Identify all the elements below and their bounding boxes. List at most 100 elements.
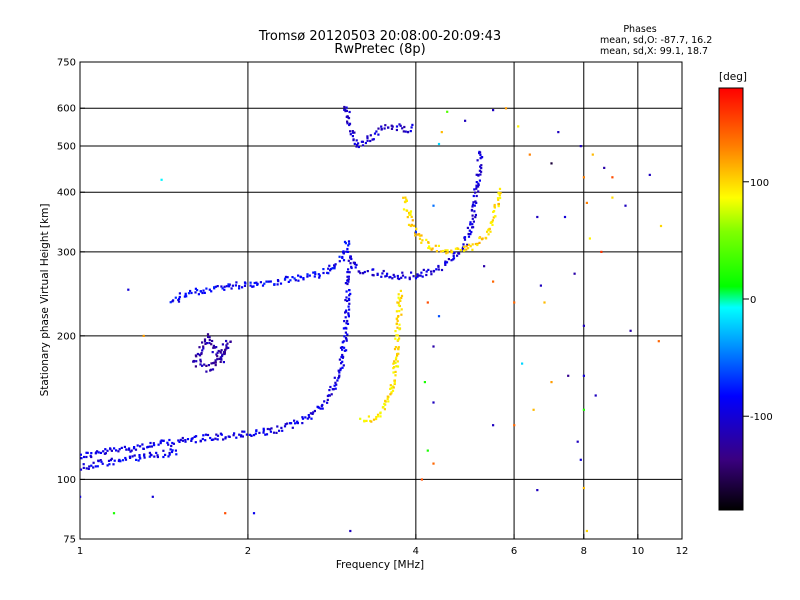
data-point	[528, 153, 531, 156]
y-tick-label: 75	[63, 535, 76, 546]
data-point	[479, 173, 482, 176]
data-point	[383, 127, 386, 130]
data-point	[269, 430, 272, 433]
data-point	[150, 454, 153, 457]
data-point	[400, 308, 403, 311]
data-point	[201, 364, 204, 367]
data-point	[314, 272, 317, 276]
data-point	[205, 287, 208, 290]
data-point	[203, 338, 207, 341]
data-point	[212, 362, 215, 365]
data-point	[376, 272, 379, 275]
data-point	[588, 237, 591, 240]
data-point	[216, 355, 219, 358]
data-point	[471, 214, 474, 217]
data-point	[213, 286, 216, 289]
data-point	[475, 181, 478, 184]
data-point	[465, 248, 468, 251]
data-point	[245, 433, 248, 436]
data-point	[477, 183, 480, 186]
data-point	[396, 352, 399, 356]
data-point	[469, 223, 472, 226]
data-point	[353, 263, 356, 266]
data-point	[156, 455, 159, 459]
data-point	[277, 280, 280, 283]
data-point	[349, 262, 352, 265]
data-point	[429, 247, 432, 250]
data-point	[425, 273, 428, 277]
data-point	[405, 198, 408, 201]
data-point	[343, 320, 346, 323]
data-point	[469, 221, 472, 224]
data-point	[409, 211, 412, 214]
data-point	[291, 426, 294, 429]
data-point	[434, 244, 437, 247]
data-point	[466, 243, 469, 246]
data-point	[437, 142, 441, 146]
data-point	[341, 255, 344, 259]
data-point	[223, 288, 226, 291]
data-point	[350, 257, 353, 261]
y-tick-label: 500	[57, 141, 76, 152]
data-point	[498, 194, 501, 197]
data-point	[384, 400, 387, 403]
data-point	[410, 271, 413, 274]
data-point	[253, 434, 256, 437]
data-point	[352, 138, 355, 141]
data-point	[203, 340, 207, 343]
data-point	[216, 351, 219, 354]
data-point	[493, 205, 496, 208]
data-point	[240, 434, 243, 437]
data-point	[472, 220, 475, 223]
data-point	[175, 453, 178, 456]
data-point	[416, 233, 419, 236]
data-point	[348, 289, 351, 292]
data-point	[437, 315, 441, 318]
data-point	[344, 282, 347, 285]
data-point	[579, 145, 582, 148]
data-point	[220, 285, 223, 288]
data-point	[199, 363, 202, 366]
data-point	[391, 389, 395, 392]
data-point	[346, 120, 349, 123]
data-point	[440, 268, 444, 272]
data-point	[420, 234, 423, 237]
data-point	[107, 459, 111, 462]
data-point	[341, 348, 344, 351]
data-point	[353, 261, 356, 264]
data-point	[363, 270, 366, 274]
data-point	[284, 277, 287, 280]
data-point	[480, 164, 483, 167]
data-point	[323, 400, 326, 403]
data-point	[356, 143, 359, 146]
data-point	[221, 287, 224, 290]
data-point	[280, 426, 283, 429]
data-point	[364, 141, 367, 145]
data-point	[342, 259, 346, 262]
data-point	[400, 294, 404, 297]
data-point	[232, 434, 235, 437]
data-point	[351, 130, 354, 133]
data-point	[318, 276, 321, 279]
data-point	[314, 271, 317, 274]
data-point	[214, 364, 217, 367]
data-point	[167, 443, 170, 446]
data-point	[475, 201, 478, 204]
data-point	[363, 419, 366, 422]
data-point	[136, 444, 139, 447]
data-point	[178, 295, 181, 299]
data-point	[299, 275, 302, 278]
data-point	[301, 416, 304, 419]
data-point	[322, 271, 325, 275]
data-point	[344, 331, 347, 334]
data-point	[89, 454, 92, 457]
data-point	[357, 142, 360, 145]
data-point	[244, 282, 247, 285]
data-point	[371, 138, 374, 141]
data-point	[204, 342, 207, 345]
data-point	[348, 294, 351, 297]
data-point	[557, 131, 560, 134]
data-point	[306, 273, 309, 276]
data-point	[346, 299, 349, 302]
data-point	[90, 452, 93, 455]
